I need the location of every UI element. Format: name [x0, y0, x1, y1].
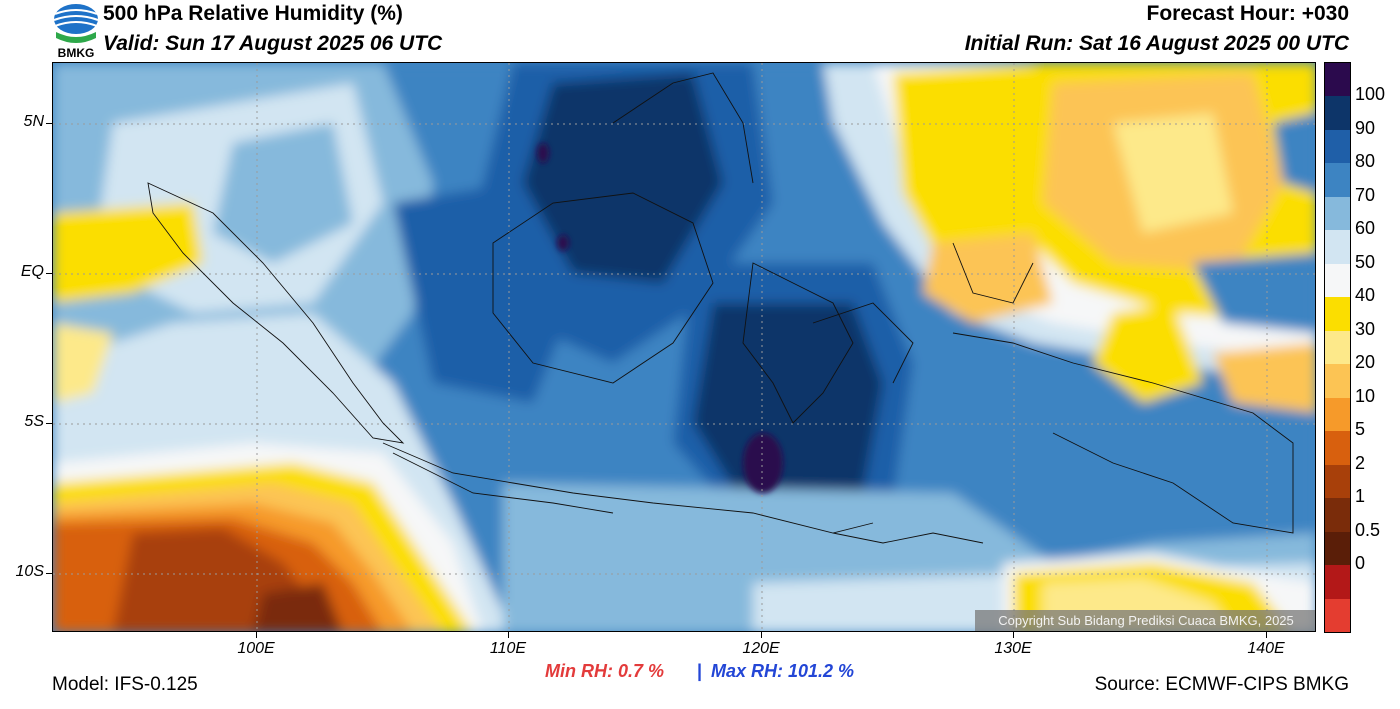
- colorbar-segment: [1325, 464, 1350, 499]
- colorbar-segment: [1325, 397, 1350, 432]
- forecast-hour: Forecast Hour: +030: [1146, 2, 1350, 25]
- lon-label-120e: 120E: [742, 640, 780, 657]
- colorbar-segment: [1325, 297, 1350, 332]
- colorbar-label: 50: [1355, 251, 1376, 272]
- colorbar-segment: [1325, 330, 1350, 365]
- colorbar-label: 30: [1355, 318, 1376, 339]
- lat-label-5n: 5N: [23, 113, 44, 130]
- colorbar-label: 20: [1355, 352, 1376, 373]
- valid-time: Valid: Sun 17 August 2025 06 UTC: [103, 32, 443, 55]
- colorbar-label: 100: [1355, 84, 1386, 105]
- lat-tick: [46, 123, 52, 124]
- colorbar-label: 80: [1355, 151, 1376, 172]
- colorbar-segment: [1325, 598, 1350, 633]
- model-label: Model: IFS-0.125: [52, 674, 198, 695]
- colorbar-segment: [1325, 498, 1350, 533]
- colorbar-segment: [1325, 196, 1350, 231]
- colorbar-label: 5: [1355, 419, 1366, 440]
- colorbar-label: 0: [1355, 553, 1366, 574]
- max-rh: Max RH: 101.2 %: [711, 661, 855, 681]
- colorbar-segment: [1325, 531, 1350, 566]
- lat-tick: [46, 273, 52, 274]
- lon-tick: [256, 632, 257, 638]
- initial-run: Initial Run: Sat 16 August 2025 00 UTC: [964, 32, 1349, 55]
- lon-tick: [1266, 632, 1267, 638]
- colorbar-segment: [1325, 63, 1350, 97]
- lat-tick: [46, 423, 52, 424]
- lon-label-100e: 100E: [237, 640, 275, 657]
- rh-separator: |: [697, 661, 703, 681]
- colorbar-segment: [1325, 565, 1350, 600]
- colorbar-segment: [1325, 96, 1350, 131]
- colorbar-segment: [1325, 364, 1350, 399]
- humidity-map: Copyright Sub Bidang Prediksi Cuaca BMKG…: [52, 62, 1316, 632]
- colorbar-segment: [1325, 263, 1350, 298]
- colorbar: [1324, 62, 1351, 633]
- lat-label-5s: 5S: [24, 413, 44, 430]
- lat-label-10s: 10S: [15, 563, 44, 580]
- chart-title: 500 hPa Relative Humidity (%): [103, 2, 403, 25]
- source-label: Source: ECMWF-CIPS BMKG: [1094, 674, 1349, 695]
- colorbar-label: 1: [1355, 486, 1366, 507]
- colorbar-segment: [1325, 163, 1350, 198]
- colorbar-segment: [1325, 129, 1350, 164]
- lon-tick: [508, 632, 509, 638]
- colorbar-label: 2: [1355, 452, 1366, 473]
- min-rh: Min RH: 0.7 %: [545, 661, 665, 681]
- colorbar-label: 10: [1355, 385, 1376, 406]
- colorbar-label: 90: [1355, 117, 1376, 138]
- colorbar-segment: [1325, 431, 1350, 466]
- logo-text: BMKG: [57, 46, 95, 60]
- colorbar-label: 40: [1355, 285, 1376, 306]
- colorbar-segment: [1325, 230, 1350, 265]
- lon-label-110e: 110E: [489, 640, 527, 657]
- copyright-banner: Copyright Sub Bidang Prediksi Cuaca BMKG…: [975, 610, 1315, 631]
- bmkg-logo: BMKG: [52, 2, 100, 60]
- colorbar-label: 70: [1355, 184, 1376, 205]
- colorbar-label: 0.5: [1355, 519, 1381, 540]
- lat-tick: [46, 573, 52, 574]
- lon-label-140e: 140E: [1247, 640, 1285, 657]
- lat-label-eq: EQ: [20, 263, 44, 280]
- humidity-field: [53, 63, 1315, 631]
- lon-tick: [761, 632, 762, 638]
- colorbar-label: 60: [1355, 218, 1376, 239]
- lon-label-130e: 130E: [994, 640, 1032, 657]
- lon-tick: [1013, 632, 1014, 638]
